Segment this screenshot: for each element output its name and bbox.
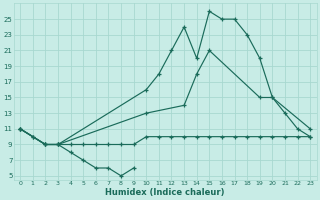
X-axis label: Humidex (Indice chaleur): Humidex (Indice chaleur)	[106, 188, 225, 197]
